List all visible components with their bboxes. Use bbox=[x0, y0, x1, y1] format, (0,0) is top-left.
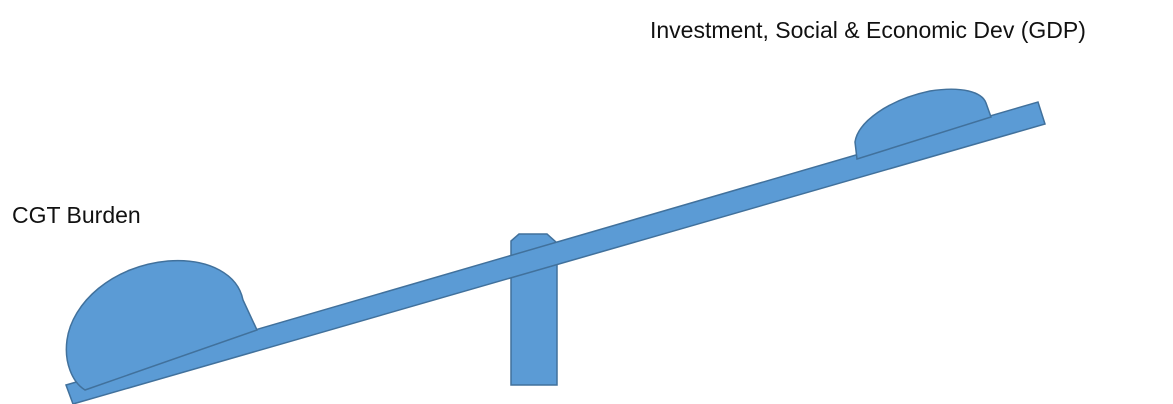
label-investment-gdp: Investment, Social & Economic Dev (GDP) bbox=[650, 17, 1086, 43]
seesaw-plank bbox=[65, 101, 1046, 404]
label-cgt-burden: CGT Burden bbox=[12, 202, 141, 228]
right-weight bbox=[854, 88, 992, 160]
left-weight bbox=[65, 259, 259, 391]
